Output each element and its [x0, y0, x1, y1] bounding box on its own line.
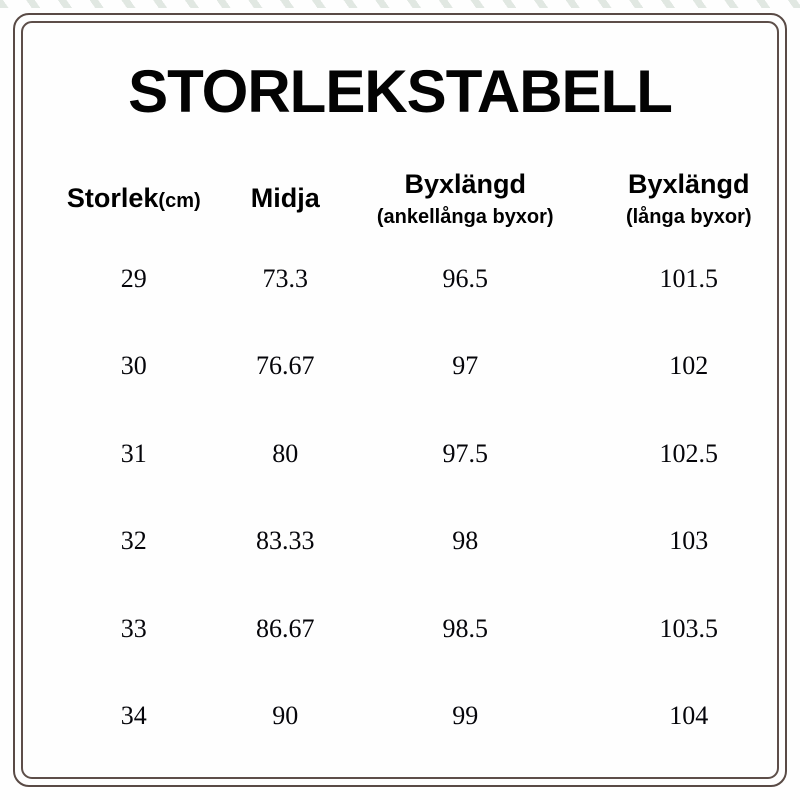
- table-content: STORLEKSTABELL Storlek(cm) Midja Byxläng…: [25, 23, 775, 775]
- table-cell: 98: [452, 526, 479, 556]
- table-row: 34 90 99 104: [25, 673, 775, 761]
- table-cell: 83.33: [256, 526, 315, 556]
- table-cell: 104: [669, 701, 709, 731]
- column-header-byxlangd-ankel-label: Byxlängd: [404, 168, 526, 199]
- table-cell: 30: [120, 351, 147, 381]
- column-header-byxlangd-ankel: Byxlängd (ankellånga byxor): [328, 168, 602, 229]
- table-cell: 80: [272, 438, 299, 468]
- table-cell: 34: [120, 701, 147, 731]
- column-header-midja: Midja: [243, 183, 329, 214]
- table-cell: 98.5: [442, 613, 488, 643]
- table-cell: 102.5: [659, 438, 718, 468]
- table-cell: 90: [272, 701, 299, 731]
- table-row: 32 83.33 98 103: [25, 498, 775, 586]
- table-cell: 32: [120, 526, 147, 556]
- top-edge-texture: [0, 0, 800, 8]
- column-header-byxlangd-langa-subtitle: (långa byxor): [625, 206, 752, 229]
- table-row: 33 86.67 98.5 103.5: [25, 585, 775, 673]
- column-header-midja-label: Midja: [250, 183, 320, 214]
- column-header-byxlangd-langa: Byxlängd (långa byxor): [602, 168, 775, 229]
- table-header-row: Storlek(cm) Midja Byxlängd (ankellånga b…: [25, 163, 775, 235]
- column-header-storlek-unit: (cm): [158, 190, 201, 213]
- table-row: 29 73.3 96.5 101.5: [25, 235, 775, 323]
- table-cell: 29: [120, 263, 147, 293]
- table-cell: 103: [669, 526, 709, 556]
- column-header-storlek-label: Storlek: [66, 183, 159, 214]
- table-cell: 76.67: [256, 351, 315, 381]
- table-cell: 86.67: [256, 613, 315, 643]
- table-cell: 97.5: [442, 438, 488, 468]
- table-cell: 31: [120, 438, 147, 468]
- column-header-byxlangd-langa-label: Byxlängd: [627, 168, 750, 199]
- table-cell: 103.5: [659, 613, 718, 643]
- table-cell: 33: [120, 613, 147, 643]
- column-header-storlek: Storlek(cm): [25, 183, 243, 214]
- table-cell: 97: [452, 351, 479, 381]
- table-cell: 102: [669, 351, 709, 381]
- table-body: 29 73.3 96.5 101.5 30 76.67 97 102 31 80 97.5 102.5…: [25, 235, 775, 760]
- table-row: 30 76.67 97 102: [25, 323, 775, 411]
- table-cell: 96.5: [442, 263, 488, 293]
- column-header-byxlangd-ankel-subtitle: (ankellånga byxor): [376, 206, 554, 229]
- page-title: STORLEKSTABELL: [128, 58, 673, 125]
- table-cell: 99: [452, 701, 479, 731]
- table-cell: 73.3: [262, 263, 309, 293]
- table-row: 31 80 97.5 102.5: [25, 410, 775, 498]
- table-cell: 101.5: [659, 263, 718, 293]
